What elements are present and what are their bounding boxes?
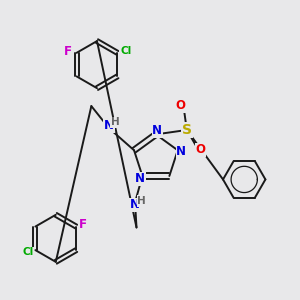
Text: N: N bbox=[152, 124, 162, 137]
Text: H: H bbox=[137, 196, 146, 206]
Text: Cl: Cl bbox=[22, 248, 34, 257]
Text: H: H bbox=[111, 117, 120, 127]
Text: N: N bbox=[130, 198, 140, 211]
Text: O: O bbox=[175, 99, 185, 112]
Text: F: F bbox=[64, 45, 72, 58]
Text: O: O bbox=[196, 143, 206, 157]
Text: N: N bbox=[135, 172, 145, 185]
Text: N: N bbox=[104, 119, 114, 132]
Text: Cl: Cl bbox=[120, 46, 131, 56]
Text: N: N bbox=[176, 145, 186, 158]
Text: S: S bbox=[182, 123, 192, 137]
Text: F: F bbox=[79, 218, 87, 231]
